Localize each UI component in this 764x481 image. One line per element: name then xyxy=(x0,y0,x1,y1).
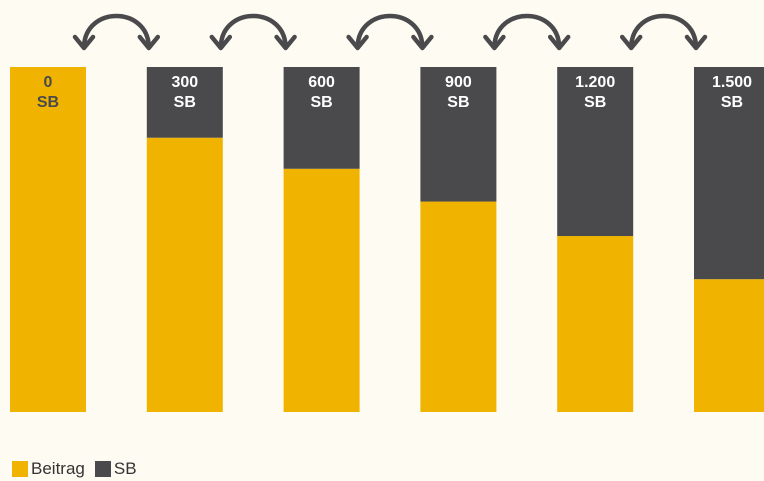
swap-arrow-icon-2 xyxy=(346,13,434,51)
legend-item-sb: SB xyxy=(94,459,137,479)
bar-segment-sb-5 xyxy=(694,67,764,280)
bar-segment-beitrag-3 xyxy=(420,201,497,412)
swap-arrow-icon-3 xyxy=(483,13,571,51)
bar-segment-sb-1 xyxy=(146,67,223,138)
legend-swatch-beitrag xyxy=(12,461,28,477)
bar-segment-sb-2 xyxy=(283,67,360,169)
labels-layer: 0 SB 300 SB 600 SB 900 SB 1.200 SB 1.500 SB xyxy=(37,74,752,111)
swap-arrow-icon-4 xyxy=(619,13,708,51)
bar-unit-label-1: SB xyxy=(174,94,196,111)
bar-segment-beitrag-2 xyxy=(283,168,360,412)
bar-unit-label-5: SB xyxy=(721,94,743,111)
swap-arrow-icon-0 xyxy=(72,13,161,51)
legend-label-beitrag: Beitrag xyxy=(31,459,85,478)
legend-label-sb: SB xyxy=(113,459,137,478)
bar-unit-label-0: SB xyxy=(37,94,59,111)
bar-segment-beitrag-4 xyxy=(557,236,634,412)
bar-value-label-3: 900 xyxy=(445,74,472,91)
legend-swatch-sb xyxy=(94,461,111,477)
bar-value-label-0: 0 xyxy=(44,74,53,91)
legend-item-beitrag: Beitrag xyxy=(12,459,85,479)
bar-segment-beitrag-1 xyxy=(146,137,223,412)
bars-layer xyxy=(10,67,764,412)
bar-value-label-5: 1.500 xyxy=(712,74,752,91)
bar-segment-sb-3 xyxy=(420,67,497,202)
bar-value-label-2: 600 xyxy=(308,74,335,91)
legend: Beitrag SB xyxy=(12,459,147,479)
bar-unit-label-4: SB xyxy=(584,94,606,111)
bar-value-label-4: 1.200 xyxy=(575,74,615,91)
bar-unit-label-3: SB xyxy=(447,94,469,111)
swap-arrow-icon-1 xyxy=(209,13,297,51)
bar-segment-beitrag-0 xyxy=(10,67,86,412)
bar-segment-sb-4 xyxy=(557,67,634,237)
arrows-layer xyxy=(72,13,708,51)
bar-value-label-1: 300 xyxy=(171,74,198,91)
bar-segment-beitrag-5 xyxy=(694,279,764,412)
bar-unit-label-2: SB xyxy=(310,94,332,111)
stacked-bar-chart: 0 SB 300 SB 600 SB 900 SB 1.200 SB 1.500 SB xyxy=(10,13,764,412)
